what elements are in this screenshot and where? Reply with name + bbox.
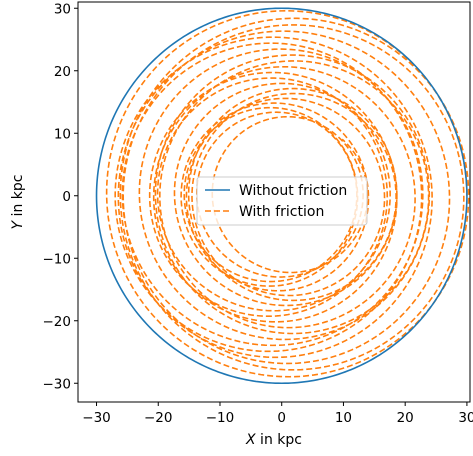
x-axis-unit: in kpc <box>256 432 302 448</box>
axis-ticks: −30 −20 −10 0 10 20 30 −30 −20 −10 0 10 20 30 <box>43 1 473 426</box>
series-line-with-friction <box>105 10 470 378</box>
legend-box <box>196 176 368 226</box>
x-tick-label: −20 <box>144 410 173 426</box>
legend-label-without-friction: Without friction <box>239 183 347 199</box>
y-tick-label: −30 <box>43 376 72 392</box>
x-tick-label: 10 <box>335 410 352 426</box>
legend: Without friction With friction <box>196 176 368 226</box>
x-tick-label: 0 <box>277 410 286 426</box>
x-tick-label: 20 <box>397 410 414 426</box>
x-axis-variable: X <box>245 432 256 448</box>
x-tick-label: −10 <box>206 410 235 426</box>
y-axis-unit: in kpc <box>10 175 26 221</box>
y-tick-label: 0 <box>62 189 71 205</box>
y-tick-label: −20 <box>43 314 72 330</box>
legend-label-with-friction: With friction <box>239 204 324 220</box>
y-axis-label: Y in kpc <box>10 175 26 230</box>
y-axis-variable: Y <box>10 219 26 229</box>
x-tick-label: −30 <box>82 410 111 426</box>
plot-area <box>95 7 470 385</box>
y-tick-label: 20 <box>54 64 71 80</box>
y-tick-label: 10 <box>54 126 71 142</box>
y-tick-label: −10 <box>43 251 72 267</box>
x-axis-label: X in kpc <box>245 432 302 448</box>
y-tick-label: 30 <box>54 1 71 17</box>
x-tick-label: 30 <box>458 410 473 426</box>
series-line-without-friction <box>95 7 468 385</box>
plot-frame <box>77 1 471 403</box>
